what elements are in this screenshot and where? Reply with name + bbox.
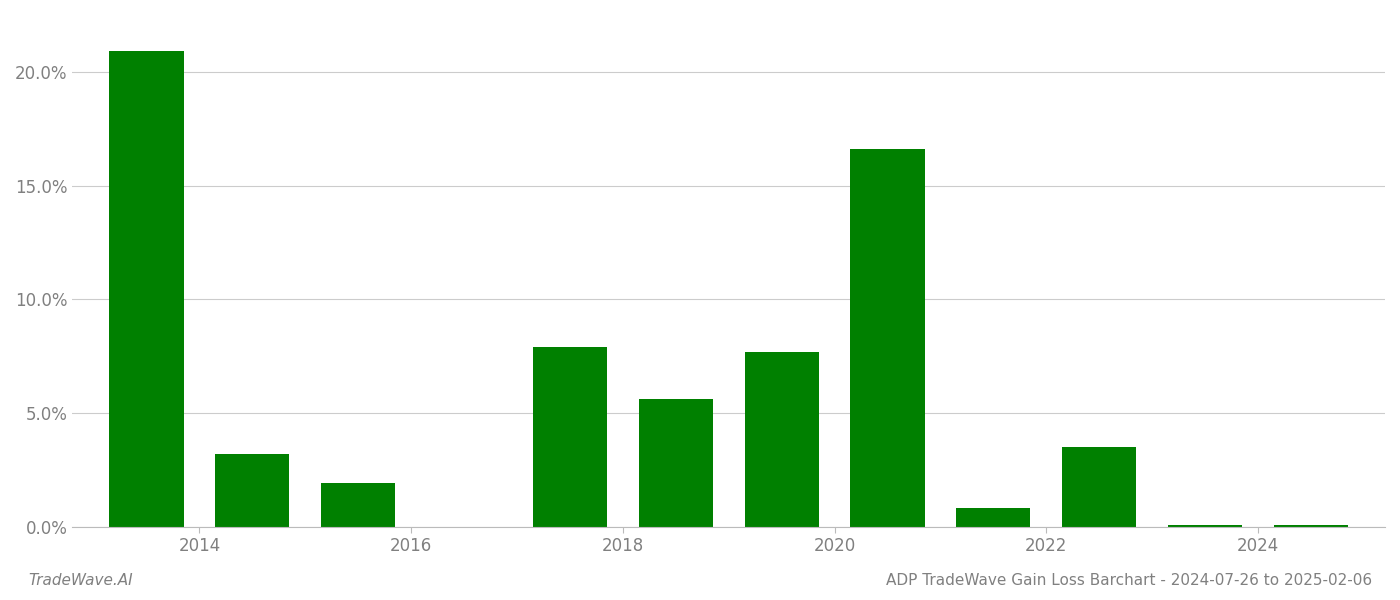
Bar — [533, 347, 608, 527]
Bar — [1168, 526, 1242, 527]
Text: ADP TradeWave Gain Loss Barchart - 2024-07-26 to 2025-02-06: ADP TradeWave Gain Loss Barchart - 2024-… — [886, 573, 1372, 588]
Bar — [1274, 526, 1348, 527]
Bar — [956, 508, 1030, 527]
Bar — [216, 454, 290, 527]
Bar — [1063, 447, 1137, 527]
Bar — [321, 484, 395, 527]
Bar — [745, 352, 819, 527]
Bar — [109, 52, 183, 527]
Bar — [638, 399, 713, 527]
Text: TradeWave.AI: TradeWave.AI — [28, 573, 133, 588]
Bar — [850, 149, 924, 527]
